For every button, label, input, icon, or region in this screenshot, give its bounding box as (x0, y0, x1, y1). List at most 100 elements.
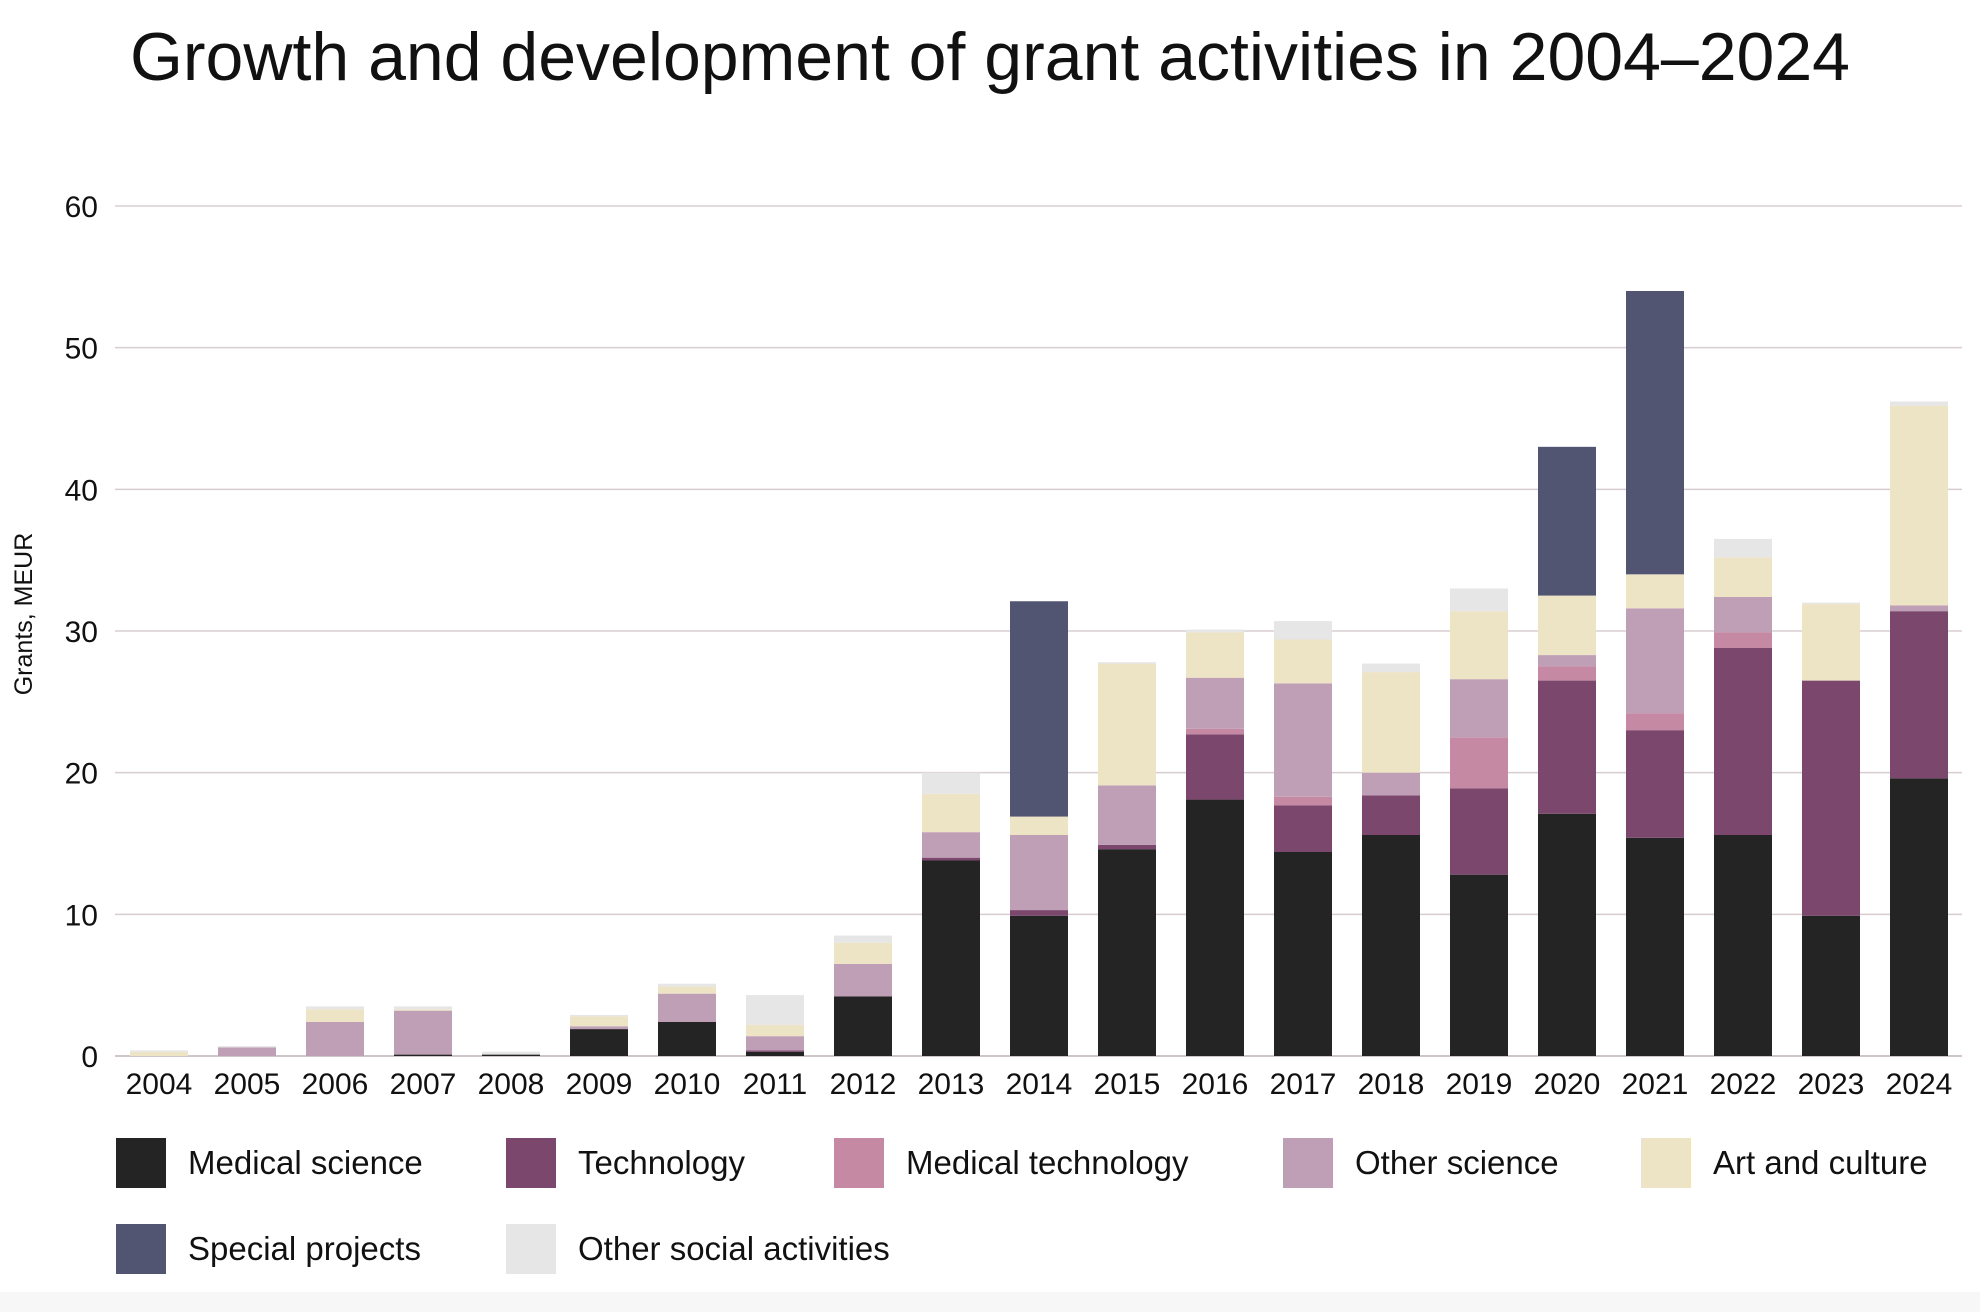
x-tick-label: 2010 (654, 1068, 721, 1101)
bar-segment (834, 963, 892, 997)
x-tick-label: 2004 (126, 1068, 193, 1101)
bar-segment (1362, 835, 1420, 1056)
bar-segment (1538, 446, 1596, 596)
x-tick-label: 2021 (1622, 1068, 1689, 1101)
bar-segment (1274, 852, 1332, 1056)
bar-segment (482, 1054, 540, 1056)
bar-segment (1802, 602, 1860, 605)
x-tick-label: 2009 (566, 1068, 633, 1101)
legend-label: Medical science (188, 1144, 423, 1181)
bar-segment (1714, 632, 1772, 648)
bar-segment (1362, 663, 1420, 673)
bar-segment (1010, 910, 1068, 916)
bar-segment (1274, 639, 1332, 684)
bar-segment (922, 793, 980, 833)
bar-segment (570, 1029, 628, 1056)
bar-segment (306, 1006, 364, 1010)
y-tick-label: 50 (65, 333, 98, 366)
bar-segment (1626, 713, 1684, 731)
bar-segment (482, 1051, 540, 1055)
bar-segment (922, 832, 980, 858)
x-tick-label: 2005 (214, 1068, 281, 1101)
x-tick-label: 2014 (1006, 1068, 1073, 1101)
bar-segment (1186, 632, 1244, 678)
x-tick-label: 2016 (1182, 1068, 1249, 1101)
bar-segment (1186, 677, 1244, 729)
bar-segment (1890, 611, 1948, 779)
legend-swatch (834, 1138, 884, 1188)
bars (130, 291, 1948, 1056)
bar-segment (218, 1046, 276, 1048)
bar-segment (1802, 680, 1860, 916)
bar-segment (1274, 621, 1332, 640)
legend-item: Technology (506, 1138, 745, 1188)
bar-segment (1714, 597, 1772, 633)
legend-swatch (506, 1138, 556, 1188)
axis: 0 10 20 30 40 50 60 2004 2005 2006 2007 2008 2009 201… (65, 191, 1953, 1101)
legend-swatch (1283, 1138, 1333, 1188)
x-tick-label: 2019 (1446, 1068, 1513, 1101)
y-tick-label: 10 (65, 899, 98, 932)
legend-swatch (506, 1224, 556, 1274)
bar-segment (1098, 785, 1156, 845)
x-tick-label: 2013 (918, 1068, 985, 1101)
bottom-strip (0, 1292, 1980, 1312)
bar-segment (1098, 663, 1156, 786)
x-tick-label: 2022 (1710, 1068, 1777, 1101)
legend-label: Medical technology (906, 1144, 1189, 1181)
bar-segment (1626, 837, 1684, 1056)
y-tick-label: 40 (65, 474, 98, 507)
bar-segment (1538, 813, 1596, 1056)
legend-item: Other social activities (506, 1224, 890, 1274)
bar-segment (1010, 601, 1068, 817)
legend-swatch (116, 1224, 166, 1274)
bar-segment (1450, 611, 1508, 680)
bar-segment (834, 996, 892, 1056)
y-axis-label: Grants, MEUR (10, 533, 38, 696)
bar-segment (746, 1050, 804, 1052)
legend-label: Technology (578, 1144, 745, 1181)
x-tick-label: 2008 (478, 1068, 545, 1101)
bar-segment (1362, 795, 1420, 835)
y-tick-label: 30 (65, 616, 98, 649)
bar-segment (1274, 683, 1332, 797)
bar-segment (570, 1026, 628, 1030)
bar-segment (1626, 730, 1684, 838)
bar-segment (922, 857, 980, 861)
bar-segment (658, 1022, 716, 1056)
bar-segment (922, 772, 980, 794)
bar-segment (746, 1051, 804, 1056)
bar-segment (1362, 772, 1420, 796)
bar-segment (1802, 604, 1860, 681)
bar-segment (1538, 680, 1596, 814)
bar-segment (658, 986, 716, 994)
x-tick-label: 2023 (1798, 1068, 1865, 1101)
bar-segment (218, 1047, 276, 1056)
legend-item: Medical science (116, 1138, 423, 1188)
x-tick-label: 2007 (390, 1068, 457, 1101)
legend: Medical science Technology Medical technol… (116, 1138, 1966, 1308)
x-tick-label: 2015 (1094, 1068, 1161, 1101)
x-tick-label: 2020 (1534, 1068, 1601, 1101)
bar-segment (1626, 291, 1684, 575)
bar-segment (1890, 405, 1948, 606)
legend-label: Art and culture (1713, 1144, 1928, 1181)
bar-segment (1450, 588, 1508, 612)
legend-item: Art and culture (1641, 1138, 1928, 1188)
bar-segment (746, 995, 804, 1025)
bar-segment (658, 993, 716, 1022)
x-tick-label: 2011 (743, 1068, 808, 1101)
bar-segment (1538, 655, 1596, 667)
legend-item: Other science (1283, 1138, 1559, 1188)
bar-segment (1626, 574, 1684, 609)
bar-segment (1890, 605, 1948, 612)
legend-label: Special projects (188, 1230, 421, 1267)
bar-segment (1450, 874, 1508, 1056)
chart-title: Growth and development of grant activiti… (130, 19, 1850, 95)
bar-segment (1538, 595, 1596, 656)
bar-segment (658, 983, 716, 987)
bar-segment (1626, 608, 1684, 714)
bar-segment (1186, 629, 1244, 633)
bar-segment (306, 1009, 364, 1022)
